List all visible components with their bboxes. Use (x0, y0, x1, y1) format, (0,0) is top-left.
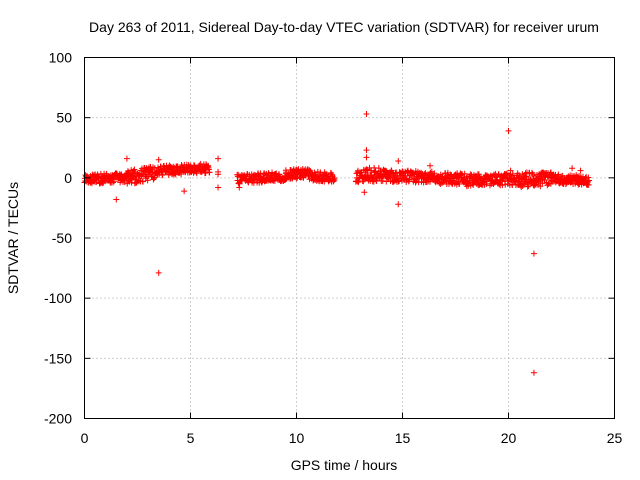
data-point (215, 184, 222, 191)
y-axis-label: SDTVAR / TECUs (5, 182, 21, 294)
data-point (113, 196, 120, 203)
axis-ticks (84, 57, 615, 419)
data-point (155, 156, 162, 163)
data-point-band (427, 169, 434, 176)
data-points (81, 111, 593, 376)
data-point (395, 157, 402, 164)
y-tick-label: 50 (56, 110, 72, 126)
data-point (363, 154, 370, 161)
data-point-band (525, 182, 532, 189)
y-tick-label: -150 (44, 350, 72, 366)
data-point (577, 167, 584, 174)
data-point-band (383, 178, 390, 185)
data-point (427, 162, 434, 169)
data-point-band (466, 178, 473, 185)
y-tick-label: 100 (49, 50, 73, 66)
x-tick-label: 0 (81, 430, 89, 446)
chart-title: Day 263 of 2011, Sidereal Day-to-day VTE… (89, 19, 599, 35)
y-tick-label: -50 (52, 230, 72, 246)
data-point (155, 269, 162, 276)
data-point-band (427, 178, 434, 185)
data-point (363, 147, 370, 154)
data-point (507, 167, 514, 174)
data-point-band (456, 180, 463, 187)
x-tick-label: 10 (289, 430, 305, 446)
data-point (123, 155, 130, 162)
data-point (530, 369, 537, 376)
data-point (236, 184, 243, 191)
y-tick-label: -200 (44, 411, 72, 427)
grid (84, 57, 615, 419)
tick-labels: 0 5 10 15 20 25 -200 -150 -100 -50 0 50 100 (44, 50, 623, 447)
data-point-band (585, 174, 592, 181)
data-point (363, 111, 370, 118)
data-point (530, 250, 537, 257)
data-point-band (111, 178, 118, 185)
data-point (537, 183, 544, 190)
x-tick-label: 20 (501, 430, 517, 446)
data-point (215, 155, 222, 162)
data-point-band (475, 171, 482, 178)
data-point-band (370, 178, 377, 185)
data-point (181, 188, 188, 195)
data-point-band (193, 170, 200, 177)
data-point-band (178, 171, 185, 178)
data-point-band (487, 172, 494, 179)
data-point (569, 165, 576, 172)
data-point-band (528, 169, 535, 176)
x-axis-label: GPS time / hours (291, 457, 398, 473)
data-point-band (282, 176, 289, 183)
x-tick-label: 15 (395, 430, 411, 446)
data-point-band (206, 169, 213, 176)
data-point-band (516, 172, 523, 179)
data-point-band (331, 175, 338, 182)
y-tick-label: 0 (64, 170, 72, 186)
data-point-band (530, 173, 537, 180)
data-point-band (139, 178, 146, 185)
data-point-band (461, 170, 468, 177)
data-point-band (447, 171, 454, 178)
y-tick-label: -100 (44, 290, 72, 306)
data-point-band (586, 177, 593, 184)
data-point (361, 189, 368, 196)
data-point-band (144, 177, 151, 184)
data-point-band (379, 177, 386, 184)
data-point (505, 127, 512, 134)
x-tick-label: 25 (607, 430, 623, 446)
data-point-band (518, 184, 525, 191)
data-point-band (131, 166, 138, 173)
x-tick-label: 5 (187, 430, 195, 446)
data-point (215, 171, 222, 178)
data-point-band (363, 166, 370, 173)
data-point-band (151, 174, 158, 181)
data-point-band (202, 170, 209, 177)
data-point (395, 201, 402, 208)
